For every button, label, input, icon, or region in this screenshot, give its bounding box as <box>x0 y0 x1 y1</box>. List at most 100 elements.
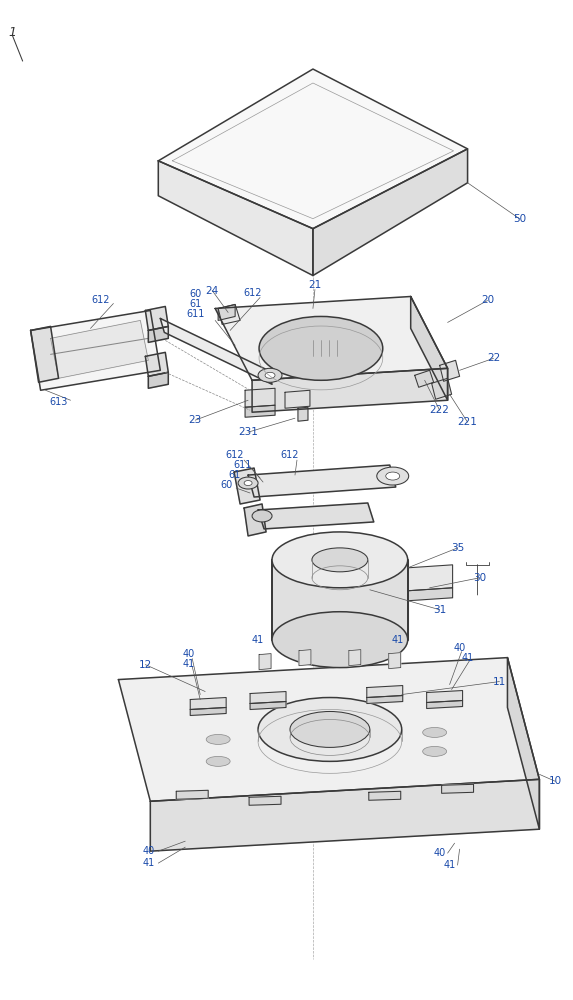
Polygon shape <box>190 707 226 715</box>
Polygon shape <box>250 692 286 704</box>
Polygon shape <box>150 779 539 851</box>
Polygon shape <box>369 791 401 800</box>
Text: 50: 50 <box>513 214 526 224</box>
Polygon shape <box>30 326 58 382</box>
Ellipse shape <box>272 532 408 588</box>
Text: 612: 612 <box>281 450 299 460</box>
Polygon shape <box>245 405 275 417</box>
Ellipse shape <box>265 372 275 378</box>
Polygon shape <box>148 372 168 388</box>
Ellipse shape <box>206 734 230 744</box>
Polygon shape <box>367 696 403 704</box>
Polygon shape <box>258 503 374 529</box>
Polygon shape <box>298 407 308 421</box>
Text: 10: 10 <box>549 776 562 786</box>
Text: 1: 1 <box>9 26 17 39</box>
Polygon shape <box>160 318 272 384</box>
Polygon shape <box>349 650 361 666</box>
Polygon shape <box>215 296 448 380</box>
Polygon shape <box>299 650 311 666</box>
Polygon shape <box>250 702 286 709</box>
Polygon shape <box>50 320 148 378</box>
Polygon shape <box>218 304 235 320</box>
Polygon shape <box>234 468 260 504</box>
Ellipse shape <box>206 756 230 766</box>
Text: 231: 231 <box>238 427 258 437</box>
Polygon shape <box>259 654 271 670</box>
Ellipse shape <box>258 698 402 761</box>
Ellipse shape <box>377 467 409 485</box>
Ellipse shape <box>386 472 400 480</box>
Polygon shape <box>248 465 396 497</box>
Polygon shape <box>148 326 168 342</box>
Polygon shape <box>190 698 226 709</box>
Text: 60: 60 <box>189 289 201 299</box>
Polygon shape <box>146 306 168 330</box>
Polygon shape <box>146 352 168 376</box>
Ellipse shape <box>244 481 252 486</box>
Text: 61: 61 <box>228 470 240 480</box>
Polygon shape <box>30 310 160 390</box>
Text: 30: 30 <box>473 573 486 583</box>
Polygon shape <box>252 368 448 412</box>
Text: 22: 22 <box>487 353 500 363</box>
Text: 35: 35 <box>451 543 464 553</box>
Text: 611: 611 <box>233 460 252 470</box>
Text: 222: 222 <box>430 405 450 415</box>
Text: 41: 41 <box>391 635 404 645</box>
Polygon shape <box>218 304 240 324</box>
Ellipse shape <box>290 711 370 747</box>
Text: 612: 612 <box>244 288 262 298</box>
Text: 60: 60 <box>220 480 232 490</box>
Text: 40: 40 <box>142 846 155 856</box>
Text: 12: 12 <box>139 660 152 670</box>
Text: 31: 31 <box>433 605 446 615</box>
Polygon shape <box>427 701 462 708</box>
Polygon shape <box>244 504 266 536</box>
Ellipse shape <box>312 548 368 572</box>
Polygon shape <box>176 790 208 799</box>
Text: 221: 221 <box>458 417 477 427</box>
Text: 41: 41 <box>444 860 456 870</box>
Text: 23: 23 <box>189 415 202 425</box>
Polygon shape <box>411 296 448 400</box>
Text: 41: 41 <box>142 858 155 868</box>
Polygon shape <box>442 784 473 793</box>
Polygon shape <box>119 658 539 801</box>
Polygon shape <box>408 588 453 601</box>
Polygon shape <box>427 691 462 703</box>
Text: 11: 11 <box>493 677 506 687</box>
Polygon shape <box>285 390 310 408</box>
Polygon shape <box>158 69 468 229</box>
Ellipse shape <box>259 316 383 380</box>
Text: 20: 20 <box>481 295 494 305</box>
Text: 40: 40 <box>453 643 466 653</box>
Ellipse shape <box>423 746 446 756</box>
Text: 612: 612 <box>91 295 109 305</box>
Polygon shape <box>415 370 434 387</box>
Text: 41: 41 <box>461 653 474 663</box>
Ellipse shape <box>423 727 446 737</box>
Polygon shape <box>313 149 468 276</box>
Text: 41: 41 <box>182 659 194 669</box>
Ellipse shape <box>252 510 272 522</box>
Polygon shape <box>508 658 539 829</box>
Ellipse shape <box>272 612 408 668</box>
Text: 24: 24 <box>206 286 219 296</box>
Text: 40: 40 <box>434 848 446 858</box>
Text: 21: 21 <box>308 280 321 290</box>
Polygon shape <box>388 653 401 669</box>
Text: 41: 41 <box>252 635 264 645</box>
Text: 611: 611 <box>186 309 205 319</box>
Polygon shape <box>249 796 281 805</box>
Ellipse shape <box>258 368 282 382</box>
Polygon shape <box>431 378 452 399</box>
Polygon shape <box>439 360 460 381</box>
Polygon shape <box>158 161 313 276</box>
Polygon shape <box>245 388 275 407</box>
Text: 40: 40 <box>182 649 194 659</box>
Polygon shape <box>367 686 403 698</box>
Ellipse shape <box>238 477 258 489</box>
Text: 612: 612 <box>225 450 244 460</box>
Polygon shape <box>272 560 408 640</box>
